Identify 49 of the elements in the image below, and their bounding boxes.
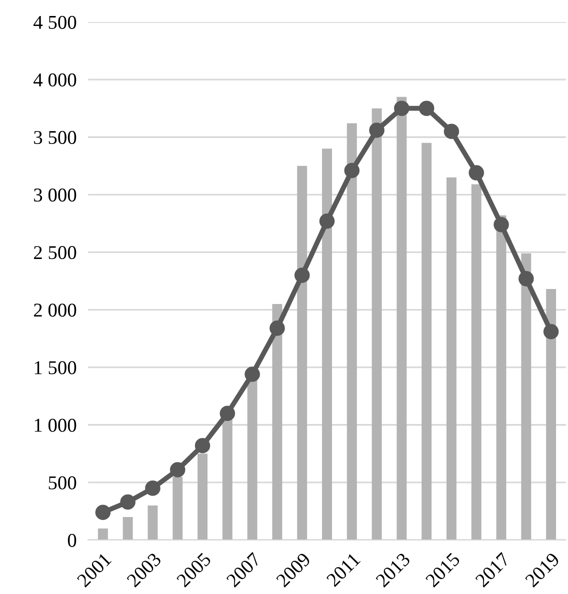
- bar: [98, 528, 108, 540]
- point: [344, 162, 360, 178]
- point: [95, 504, 111, 520]
- point: [468, 165, 484, 180]
- bar: [172, 476, 183, 540]
- y-tick-label: 3 000: [34, 188, 76, 202]
- bar: [396, 96, 407, 540]
- bar: [546, 289, 556, 540]
- bar: [372, 108, 382, 540]
- bar: [346, 123, 357, 540]
- bar: [322, 148, 332, 540]
- bar: [471, 184, 482, 540]
- y-tick-label: 2 000: [34, 304, 76, 317]
- bar: [122, 516, 133, 540]
- y-tick-label: 4 000: [34, 73, 76, 86]
- point: [319, 214, 335, 229]
- point: [294, 268, 310, 283]
- point: [270, 320, 285, 336]
- point: [494, 216, 509, 232]
- x-tick-label: 2011: [326, 552, 361, 588]
- point: [518, 271, 534, 286]
- point: [244, 366, 260, 382]
- y-tick-label: 2 500: [34, 246, 76, 260]
- bar: [222, 419, 232, 540]
- point: [418, 100, 434, 116]
- point: [543, 324, 559, 340]
- y-tick-label: 3 500: [34, 130, 76, 144]
- y-tick-label: 1 000: [34, 418, 76, 432]
- bar: [247, 378, 258, 540]
- point: [369, 122, 384, 138]
- y-tick-label: 1 500: [34, 361, 76, 374]
- point: [145, 480, 160, 496]
- point: [394, 100, 410, 116]
- bar: [198, 454, 208, 540]
- point: [170, 462, 186, 478]
- point: [120, 494, 136, 510]
- bar: [496, 215, 506, 540]
- bar: [297, 166, 308, 540]
- y-tick-label: 0: [68, 534, 76, 547]
- bar: [422, 142, 432, 540]
- point: [194, 438, 210, 454]
- point: [444, 124, 460, 139]
- bar: [446, 177, 456, 540]
- y-tick-label: 500: [48, 476, 76, 490]
- bar: [521, 253, 532, 540]
- bar: [148, 505, 158, 540]
- y-tick-label: 4 500: [34, 16, 76, 29]
- point: [220, 406, 236, 422]
- bar: [272, 304, 282, 540]
